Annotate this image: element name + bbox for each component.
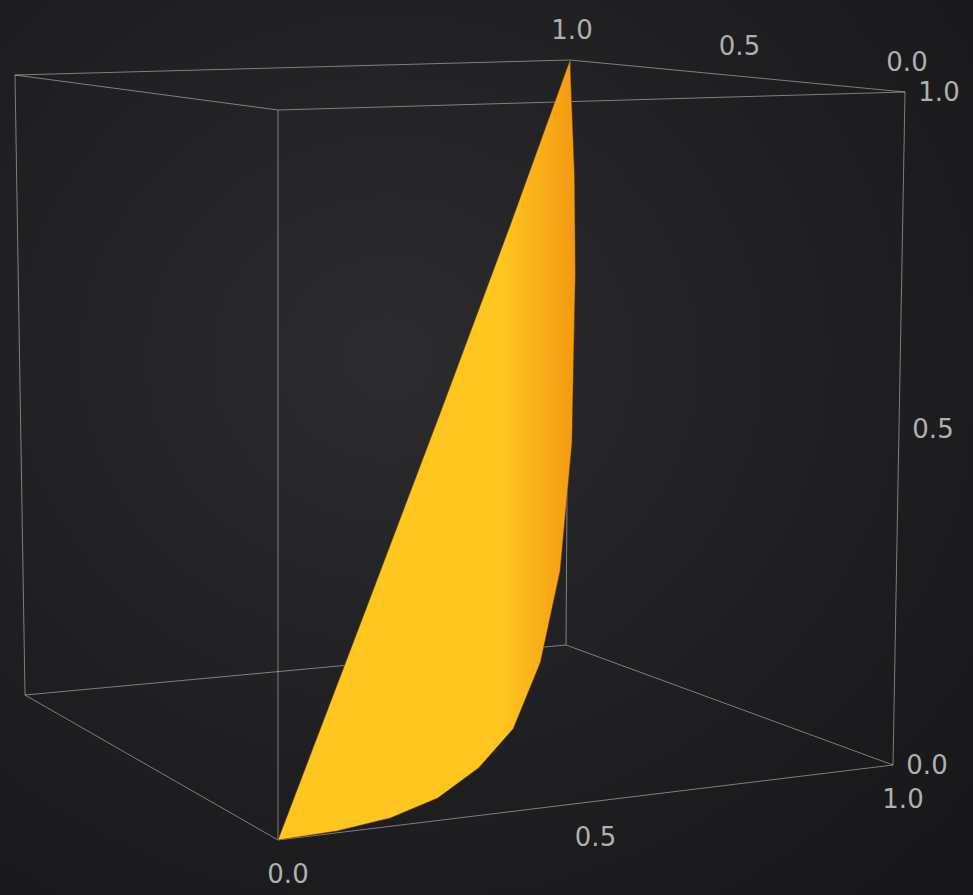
- svg-text:0.0: 0.0: [267, 859, 308, 889]
- svg-text:0.0: 0.0: [906, 750, 947, 780]
- svg-text:0.5: 0.5: [912, 414, 953, 444]
- svg-text:1.0: 1.0: [918, 77, 959, 107]
- svg-text:0.5: 0.5: [575, 822, 616, 852]
- svg-text:1.0: 1.0: [882, 784, 923, 814]
- svg-text:1.0: 1.0: [551, 15, 592, 45]
- svg-text:0.0: 0.0: [886, 47, 927, 77]
- svg-text:0.5: 0.5: [719, 31, 760, 61]
